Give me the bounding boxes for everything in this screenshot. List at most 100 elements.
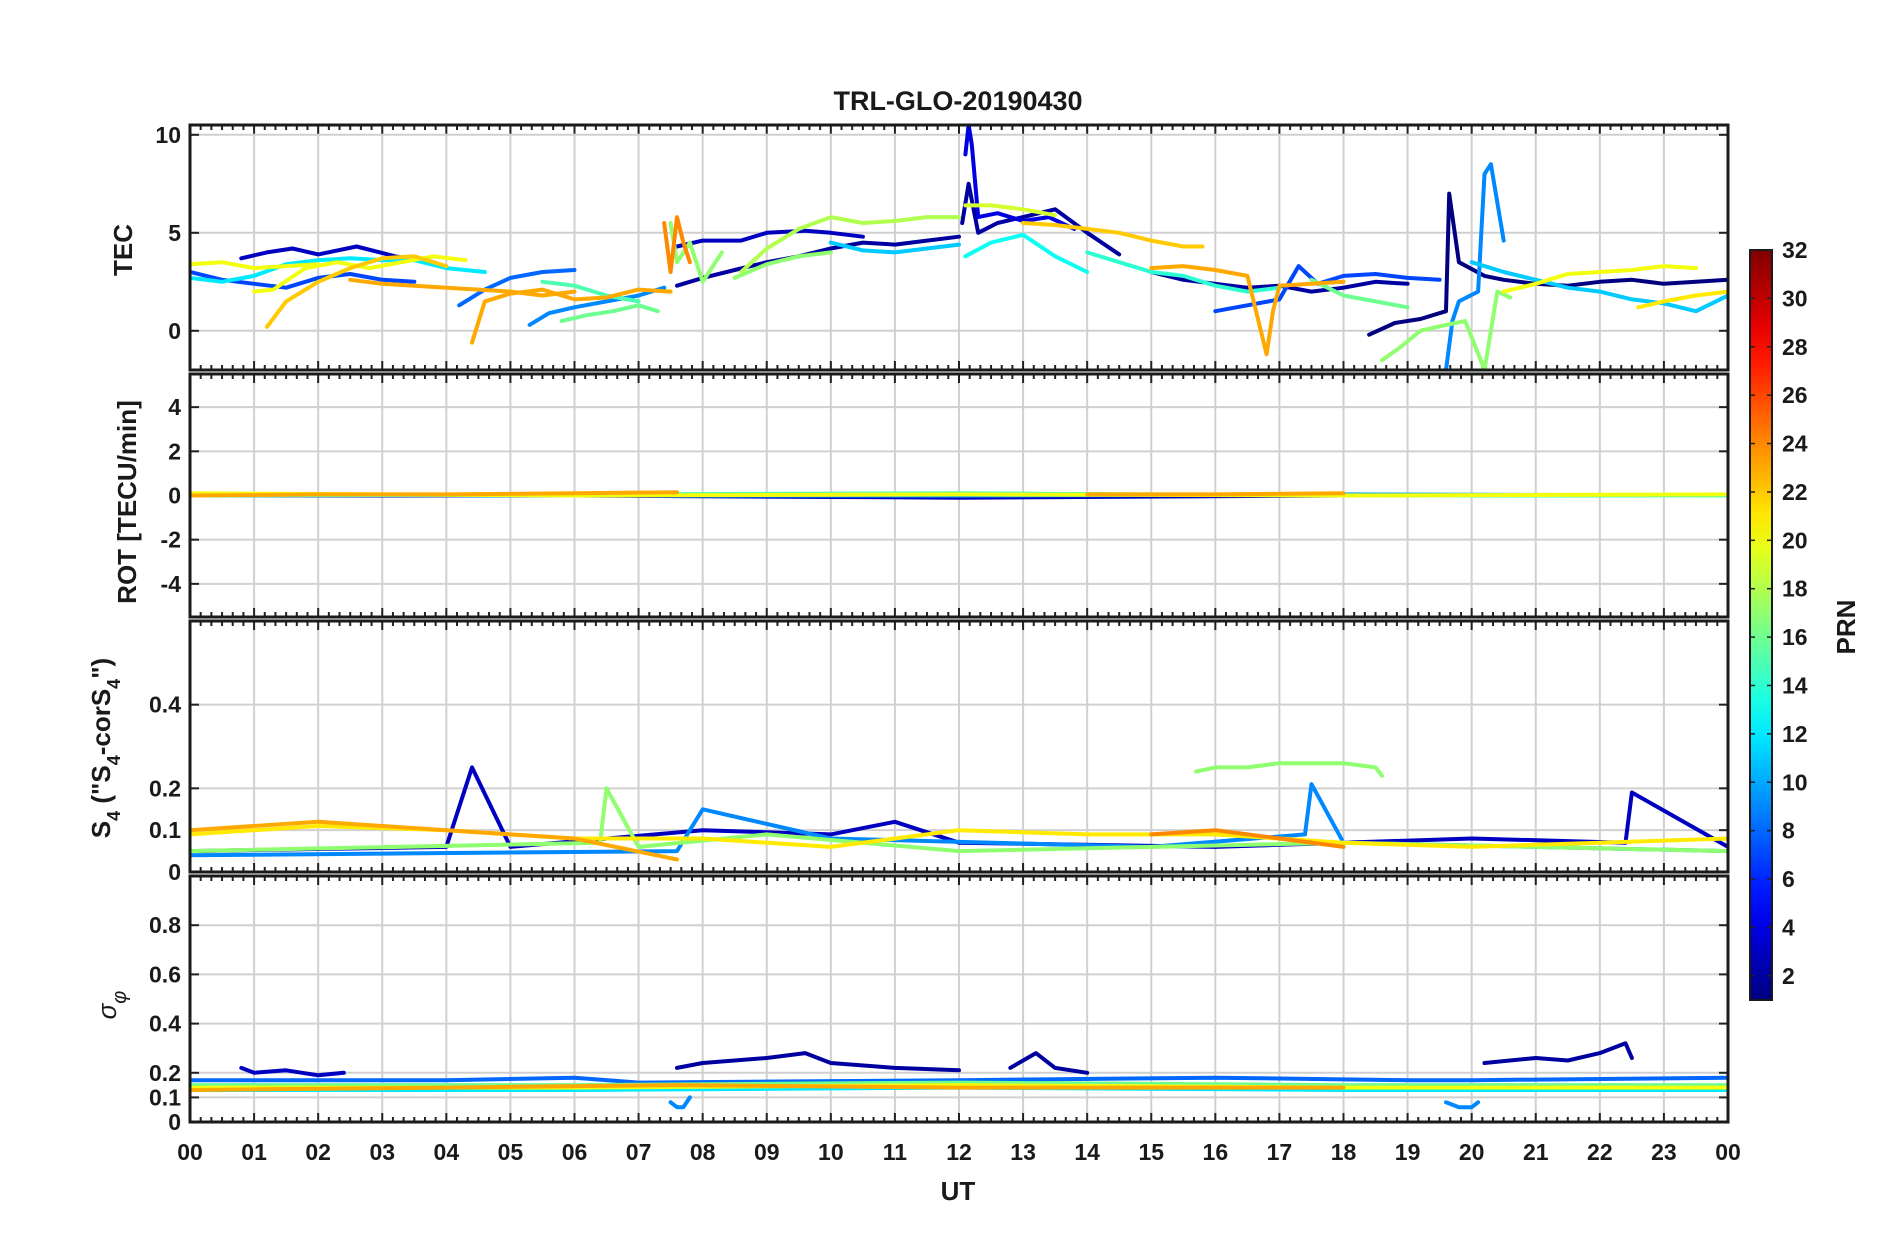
x-tick-label: 21 <box>1523 1139 1549 1165</box>
x-tick-label: 16 <box>1203 1139 1229 1165</box>
sigma-phi-panel: 00.10.2 0.4 0.6 0.8 <box>149 874 1730 1135</box>
prn-2-series <box>1008 1051 1090 1075</box>
x-tick-label: 23 <box>1651 1139 1677 1165</box>
x-tick-label: 07 <box>626 1139 652 1165</box>
prn-23-series <box>190 819 679 862</box>
axes-frame <box>188 619 1730 874</box>
y-tick-label: 0 <box>168 1109 181 1135</box>
prn-9-series <box>1444 1100 1481 1110</box>
x-axis-label: UT <box>941 1176 976 1206</box>
x-tick-label: 06 <box>562 1139 588 1165</box>
y-tick-label: 0 <box>168 483 181 509</box>
y-tick-label: 0.2 <box>149 775 181 801</box>
prn-18-series <box>739 215 961 274</box>
x-axis-tick-labels: 00 01 02 03 04 05 06 07 08 09 10 11 12 13 14 15 16 17 18 19… <box>177 1139 1741 1165</box>
prn-24-series <box>1149 828 1346 849</box>
prn-22-series <box>1021 221 1205 249</box>
prn-22-series <box>264 254 449 329</box>
y-tick-label: 0.4 <box>149 1011 181 1037</box>
x-tick-label: 15 <box>1138 1139 1164 1165</box>
sigma-phi-axis-label: σφ <box>92 991 131 1020</box>
y-tick-label: 0.2 <box>149 1060 181 1086</box>
y-tick-label: 0.1 <box>149 1084 181 1110</box>
axes-frame <box>188 123 1730 372</box>
colorbar-tick-label: 16 <box>1782 624 1808 650</box>
colorbar-tick-label: 26 <box>1782 382 1808 408</box>
prn-9-series <box>527 285 667 327</box>
tec-axis-label: TEC <box>108 224 138 276</box>
y-tick-label: 0.6 <box>149 961 181 987</box>
rot-panel: -4 -2 0 2 4 <box>161 372 1730 619</box>
x-tick-label: 00 <box>1715 1139 1741 1165</box>
prn-13-series <box>963 232 1090 274</box>
prn-16-series <box>559 303 660 323</box>
prn-8-series <box>457 268 577 308</box>
x-tick-label: 14 <box>1074 1139 1100 1165</box>
x-tick-label: 10 <box>818 1139 844 1165</box>
x-tick-label: 17 <box>1267 1139 1293 1165</box>
y-tick-label: 2 <box>168 438 181 464</box>
x-tick-label: 18 <box>1331 1139 1357 1165</box>
prn-16-series <box>190 1080 1728 1088</box>
x-tick-label: 00 <box>177 1139 203 1165</box>
prn-23-series <box>1085 491 1346 497</box>
colorbar-tick-label: 22 <box>1782 479 1808 505</box>
prn-3-series <box>675 228 865 249</box>
colorbar-tick-label: 12 <box>1782 721 1808 747</box>
prn-9-series <box>1444 162 1506 370</box>
y-tick-label: 0.4 <box>149 692 181 718</box>
colorbar-label: PRN <box>1831 600 1861 655</box>
y-tick-label: -4 <box>161 571 182 597</box>
prn-11-series <box>1469 260 1728 314</box>
x-tick-label: 03 <box>369 1139 395 1165</box>
x-tick-label: 20 <box>1459 1139 1485 1165</box>
x-tick-label: 04 <box>434 1139 460 1165</box>
y-tick-label: 4 <box>168 394 181 420</box>
prn-11-series <box>828 240 961 255</box>
colorbar-tick-label: 10 <box>1782 769 1808 795</box>
chart-title: TRL-GLO-20190430 <box>833 86 1082 116</box>
rot-axis-label: ROT [TECU/min] <box>112 400 142 604</box>
prn-17-series <box>732 250 833 280</box>
y-tick-label: 5 <box>168 220 181 246</box>
colorbar-tick-label: 14 <box>1782 672 1808 698</box>
x-tick-label: 13 <box>1010 1139 1036 1165</box>
colorbar-gradient <box>1749 249 1773 1001</box>
prn-21-series <box>1636 289 1728 310</box>
colorbar-tick-label: 8 <box>1782 818 1795 844</box>
prn-20-series <box>190 260 321 271</box>
prn-23-series <box>1149 264 1346 357</box>
axes-frame <box>188 372 1730 619</box>
colorbar-tick-label: 6 <box>1782 866 1795 892</box>
colorbar-tick-label: 4 <box>1782 914 1795 940</box>
x-tick-label: 09 <box>754 1139 780 1165</box>
prn-2-series <box>1482 1041 1634 1065</box>
x-tick-label: 08 <box>690 1139 716 1165</box>
prn-17-series <box>190 786 1728 854</box>
x-tick-label: 11 <box>883 1139 908 1165</box>
colorbar-tick-label: 24 <box>1782 431 1808 457</box>
colorbar-tick-label: 28 <box>1782 334 1808 360</box>
colorbar-tick-label: 30 <box>1782 285 1808 311</box>
prn-24-series <box>662 215 692 274</box>
prn-23-series <box>348 277 577 298</box>
prn-23-series <box>470 287 673 345</box>
prn-23-series <box>190 490 679 498</box>
colorbar-tick-label: 18 <box>1782 576 1808 602</box>
colorbar-tick-label: 20 <box>1782 527 1808 553</box>
x-tick-label: 01 <box>241 1139 267 1165</box>
prn-19-series <box>963 203 1058 218</box>
tec-panel: 0 5 10 <box>155 122 1730 372</box>
prn-17-series <box>1194 761 1384 778</box>
prn-9-series <box>668 1095 692 1110</box>
prn-8-series <box>190 1075 1728 1085</box>
colorbar-tick-label: 2 <box>1782 963 1795 989</box>
prn-4-series <box>963 125 1077 231</box>
x-tick-label: 02 <box>305 1139 331 1165</box>
x-tick-label: 05 <box>498 1139 524 1165</box>
x-tick-label: 12 <box>946 1139 972 1165</box>
prn-14-series <box>1085 250 1282 294</box>
prn-16-series <box>1309 277 1410 310</box>
